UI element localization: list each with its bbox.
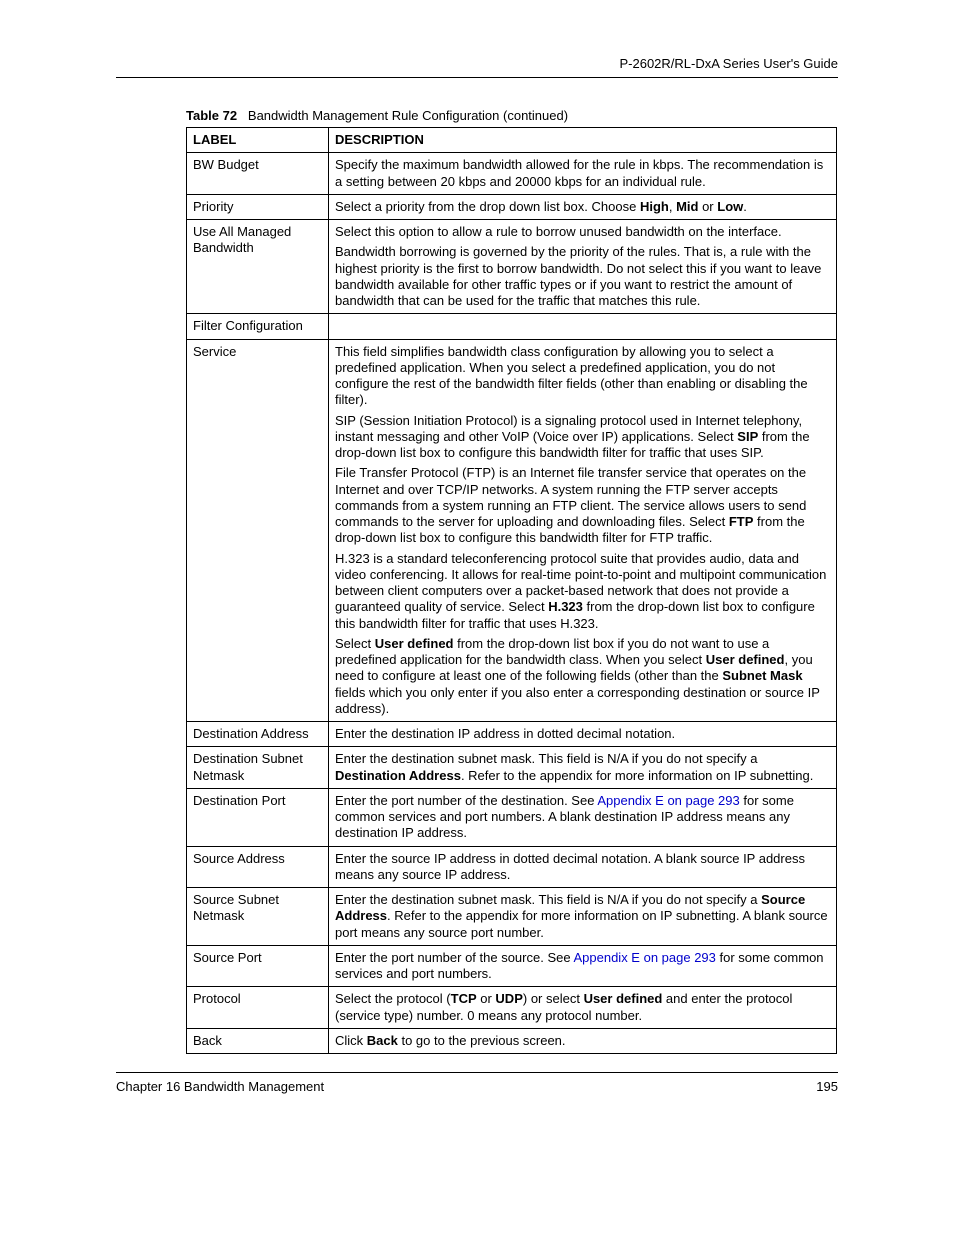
desc-priority: Select a priority from the drop down lis… (329, 194, 837, 219)
desc-back: Click Back to go to the previous screen. (329, 1028, 837, 1053)
label-dest-port: Destination Port (187, 788, 329, 846)
desc-protocol: Select the protocol (TCP or UDP) or sele… (329, 987, 837, 1029)
header-label: LABEL (187, 128, 329, 153)
label-src-subnet: Source Subnet Netmask (187, 888, 329, 946)
label-protocol: Protocol (187, 987, 329, 1029)
config-table: LABEL DESCRIPTION BW Budget Specify the … (186, 127, 837, 1054)
label-dest-addr: Destination Address (187, 722, 329, 747)
desc-src-addr: Enter the source IP address in dotted de… (329, 846, 837, 888)
row-dest-addr: Destination Address Enter the destinatio… (187, 722, 837, 747)
row-service: Service This field simplifies bandwidth … (187, 339, 837, 722)
desc-use-all: Select this option to allow a rule to bo… (329, 220, 837, 314)
running-footer: Chapter 16 Bandwidth Management 195 (116, 1079, 838, 1094)
table-number: Table 72 (186, 108, 237, 123)
label-service: Service (187, 339, 329, 722)
row-src-subnet: Source Subnet Netmask Enter the destinat… (187, 888, 837, 946)
row-src-addr: Source Address Enter the source IP addre… (187, 846, 837, 888)
desc-dest-port: Enter the port number of the destination… (329, 788, 837, 846)
appendix-link[interactable]: Appendix E on page 293 (573, 950, 715, 965)
row-filter-config: Filter Configuration (187, 314, 837, 339)
label-priority: Priority (187, 194, 329, 219)
header-description: DESCRIPTION (329, 128, 837, 153)
desc-dest-addr: Enter the destination IP address in dott… (329, 722, 837, 747)
row-use-all: Use All Managed Bandwidth Select this op… (187, 220, 837, 314)
row-back: Back Click Back to go to the previous sc… (187, 1028, 837, 1053)
row-protocol: Protocol Select the protocol (TCP or UDP… (187, 987, 837, 1029)
label-bw-budget: BW Budget (187, 153, 329, 195)
row-bw-budget: BW Budget Specify the maximum bandwidth … (187, 153, 837, 195)
footer-chapter: Chapter 16 Bandwidth Management (116, 1079, 324, 1094)
header-rule (116, 77, 838, 78)
row-dest-port: Destination Port Enter the port number o… (187, 788, 837, 846)
footer-page-number: 195 (816, 1079, 838, 1094)
label-filter-config: Filter Configuration (187, 314, 329, 339)
running-header: P-2602R/RL-DxA Series User's Guide (116, 56, 838, 71)
document-page: P-2602R/RL-DxA Series User's Guide Table… (0, 0, 954, 1134)
desc-bw-budget: Specify the maximum bandwidth allowed fo… (329, 153, 837, 195)
desc-service: This field simplifies bandwidth class co… (329, 339, 837, 722)
appendix-link[interactable]: Appendix E on page 293 (597, 793, 739, 808)
label-dest-subnet: Destination Subnet Netmask (187, 747, 329, 789)
table-header-row: LABEL DESCRIPTION (187, 128, 837, 153)
row-dest-subnet: Destination Subnet Netmask Enter the des… (187, 747, 837, 789)
desc-src-port: Enter the port number of the source. See… (329, 945, 837, 987)
label-src-addr: Source Address (187, 846, 329, 888)
table-caption: Table 72 Bandwidth Management Rule Confi… (186, 108, 838, 123)
desc-dest-subnet: Enter the destination subnet mask. This … (329, 747, 837, 789)
row-src-port: Source Port Enter the port number of the… (187, 945, 837, 987)
label-use-all: Use All Managed Bandwidth (187, 220, 329, 314)
footer-rule (116, 1072, 838, 1073)
desc-src-subnet: Enter the destination subnet mask. This … (329, 888, 837, 946)
row-priority: Priority Select a priority from the drop… (187, 194, 837, 219)
table-title: Bandwidth Management Rule Configuration … (248, 108, 568, 123)
label-back: Back (187, 1028, 329, 1053)
label-src-port: Source Port (187, 945, 329, 987)
desc-filter-config (329, 314, 837, 339)
